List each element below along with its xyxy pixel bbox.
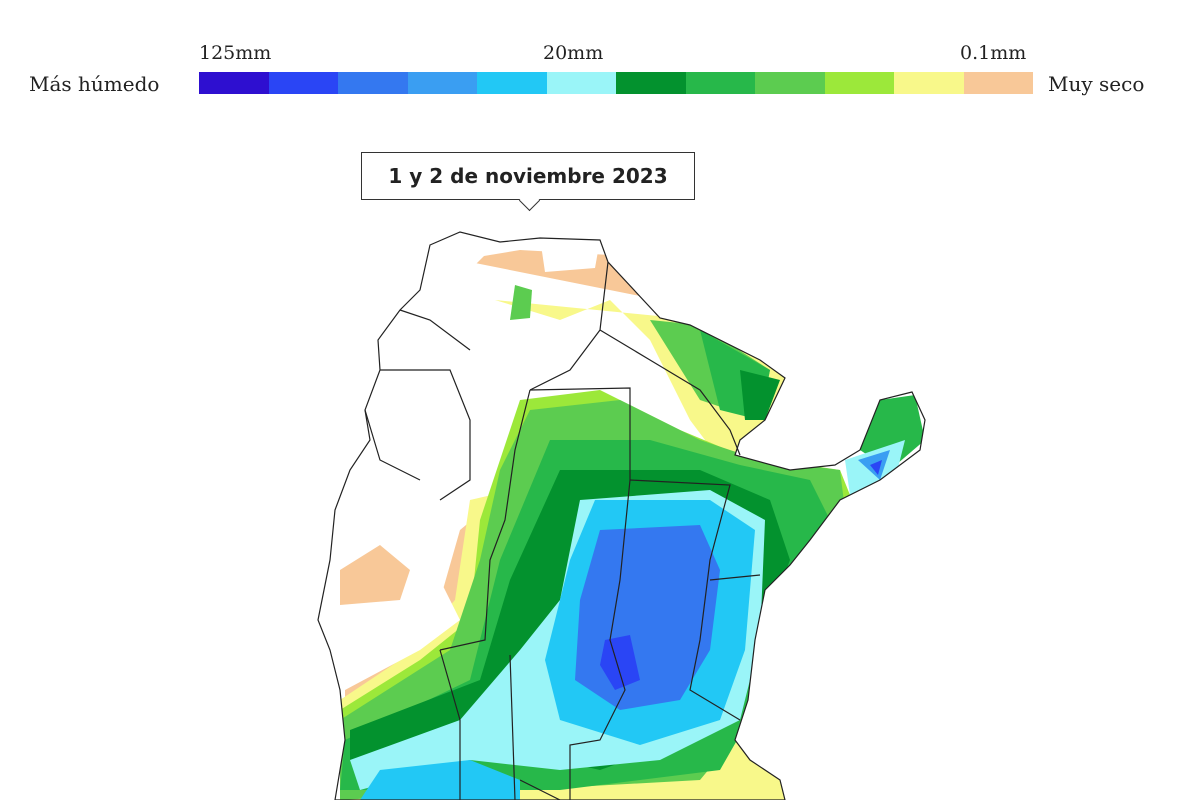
legend-swatch — [268, 72, 338, 94]
legend-right-label: Muy seco — [1048, 72, 1145, 96]
legend-swatch — [546, 72, 616, 94]
legend-tick-mid: 20mm — [543, 42, 604, 64]
legend-swatch — [894, 72, 964, 94]
dry-patch — [340, 545, 410, 605]
legend-swatch — [963, 72, 1033, 94]
legend-swatch — [616, 72, 686, 94]
legend-left-label: Más húmedo — [29, 72, 160, 96]
legend-tick-max: 125mm — [199, 42, 272, 64]
map-title: 1 y 2 de noviembre 2023 — [388, 164, 668, 188]
legend-swatch — [755, 72, 825, 94]
legend-swatch — [407, 72, 477, 94]
legend-swatch — [477, 72, 547, 94]
legend-swatch — [685, 72, 755, 94]
legend-swatch — [338, 72, 408, 94]
legend-swatch — [199, 72, 269, 94]
legend-swatch — [824, 72, 894, 94]
province-borders — [317, 231, 926, 800]
map-title-callout: 1 y 2 de noviembre 2023 — [361, 152, 695, 200]
legend-color-scale — [199, 72, 1033, 94]
legend-tick-min: 0.1mm — [960, 42, 1027, 64]
